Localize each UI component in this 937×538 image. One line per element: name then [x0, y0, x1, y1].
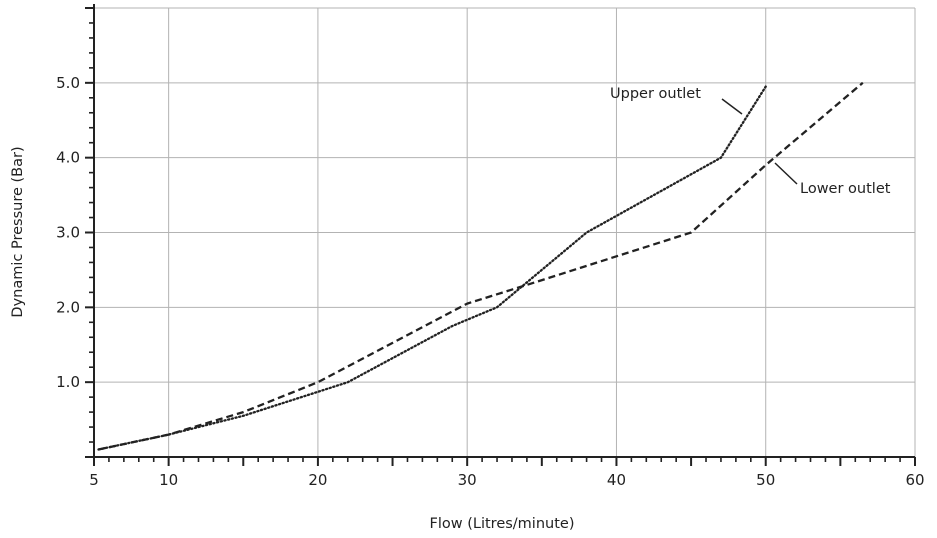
series-lines	[97, 81, 864, 451]
lower-outlet-leader-line	[774, 162, 798, 185]
x-tick-label: 5	[89, 471, 99, 489]
annotations: Upper outlet Lower outlet	[610, 86, 891, 197]
tick-labels: 5 10 20 30 40 50 60 1.0 2.0 3.0 4.0 5.0	[56, 74, 924, 489]
ticks	[85, 7, 916, 466]
upper-outlet-label: Upper outlet	[610, 86, 701, 102]
series-line-upper-outlet	[97, 85, 767, 451]
x-tick-label: 40	[607, 471, 626, 489]
y-tick-label: 5.0	[56, 74, 80, 92]
series-line-lower-outlet	[98, 81, 864, 451]
y-tick-label: 2.0	[56, 298, 80, 316]
y-tick-label: 3.0	[56, 224, 80, 242]
x-tick-label: 60	[905, 471, 924, 489]
axes	[93, 4, 915, 458]
x-tick-label: 30	[458, 471, 477, 489]
upper-outlet-leader-line	[721, 98, 743, 115]
lower-outlet-label: Lower outlet	[800, 181, 891, 197]
grid	[94, 7, 916, 457]
x-tick-label: 20	[308, 471, 327, 489]
y-tick-label: 1.0	[56, 373, 80, 391]
y-axis-title: Dynamic Pressure (Bar)	[10, 146, 26, 317]
y-tick-label: 4.0	[56, 149, 80, 167]
x-tick-label: 10	[159, 471, 178, 489]
x-tick-label: 50	[756, 471, 775, 489]
x-axis-title: Flow (Litres/minute)	[430, 516, 575, 532]
